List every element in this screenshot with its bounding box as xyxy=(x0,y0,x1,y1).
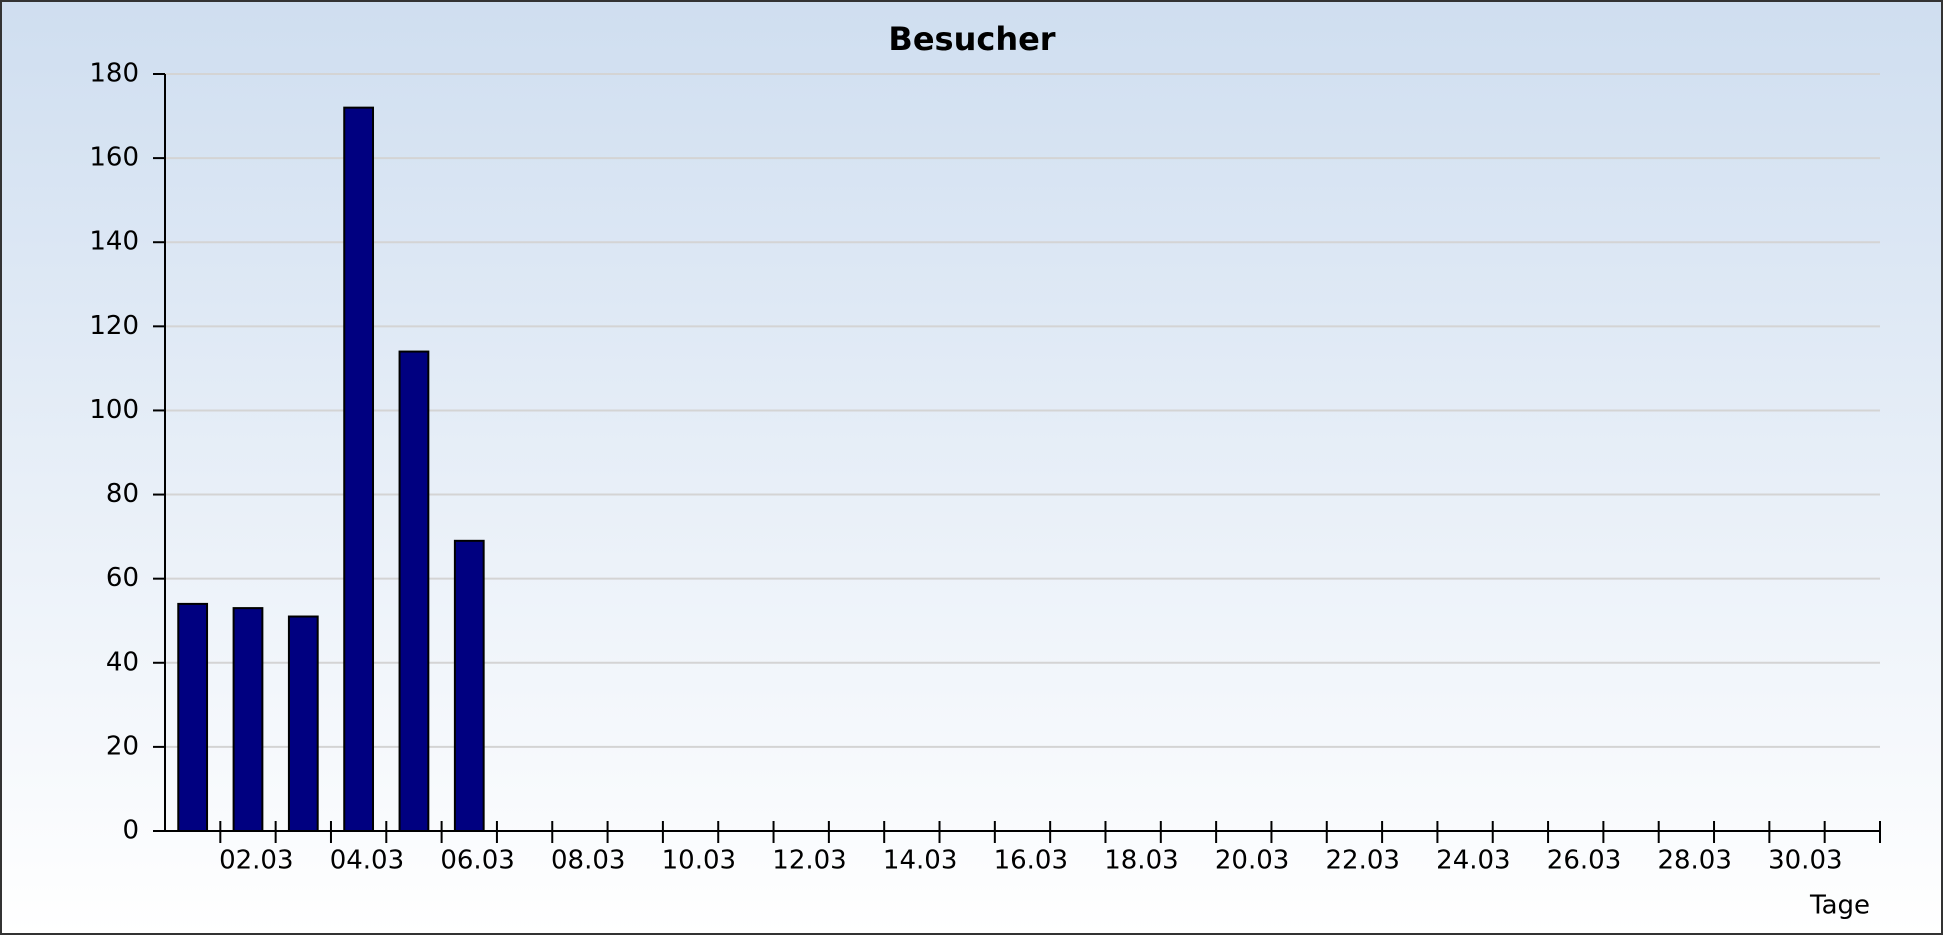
y-tick-label: 40 xyxy=(106,647,139,677)
bar xyxy=(287,615,319,832)
y-tick-label: 0 xyxy=(122,816,139,846)
x-tick-label: 06.03 xyxy=(440,846,514,876)
x-tick-label: 28.03 xyxy=(1657,846,1731,876)
y-tick-label: 120 xyxy=(89,311,139,341)
x-axis-label: Tage xyxy=(1809,891,1870,921)
bar xyxy=(232,607,264,832)
y-tick-label: 100 xyxy=(89,395,139,425)
x-tick-label: 16.03 xyxy=(994,846,1068,876)
x-tick-label: 24.03 xyxy=(1436,846,1510,876)
x-tick-label: 26.03 xyxy=(1547,846,1621,876)
x-tick-label: 30.03 xyxy=(1768,846,1842,876)
y-tick-label: 80 xyxy=(106,479,139,509)
x-tick-label: 22.03 xyxy=(1326,846,1400,876)
y-tick-label: 160 xyxy=(89,143,139,173)
x-tick-label: 14.03 xyxy=(883,846,957,876)
y-tick-label: 140 xyxy=(89,227,139,257)
bar xyxy=(398,350,430,832)
x-tick-label: 02.03 xyxy=(219,846,293,876)
x-tick-label: 12.03 xyxy=(772,846,846,876)
y-tick-label: 180 xyxy=(89,59,139,89)
x-tick-label: 20.03 xyxy=(1215,846,1289,876)
bar xyxy=(343,106,375,832)
chart-title: Besucher xyxy=(888,20,1055,58)
x-tick-label: 18.03 xyxy=(1104,846,1178,876)
y-tick-label: 20 xyxy=(106,731,139,761)
x-tick-label: 04.03 xyxy=(330,846,404,876)
x-tick-label: 08.03 xyxy=(551,846,625,876)
bar xyxy=(453,539,485,832)
bar xyxy=(177,602,209,833)
y-tick-label: 60 xyxy=(106,563,139,593)
x-tick-label: 10.03 xyxy=(662,846,736,876)
